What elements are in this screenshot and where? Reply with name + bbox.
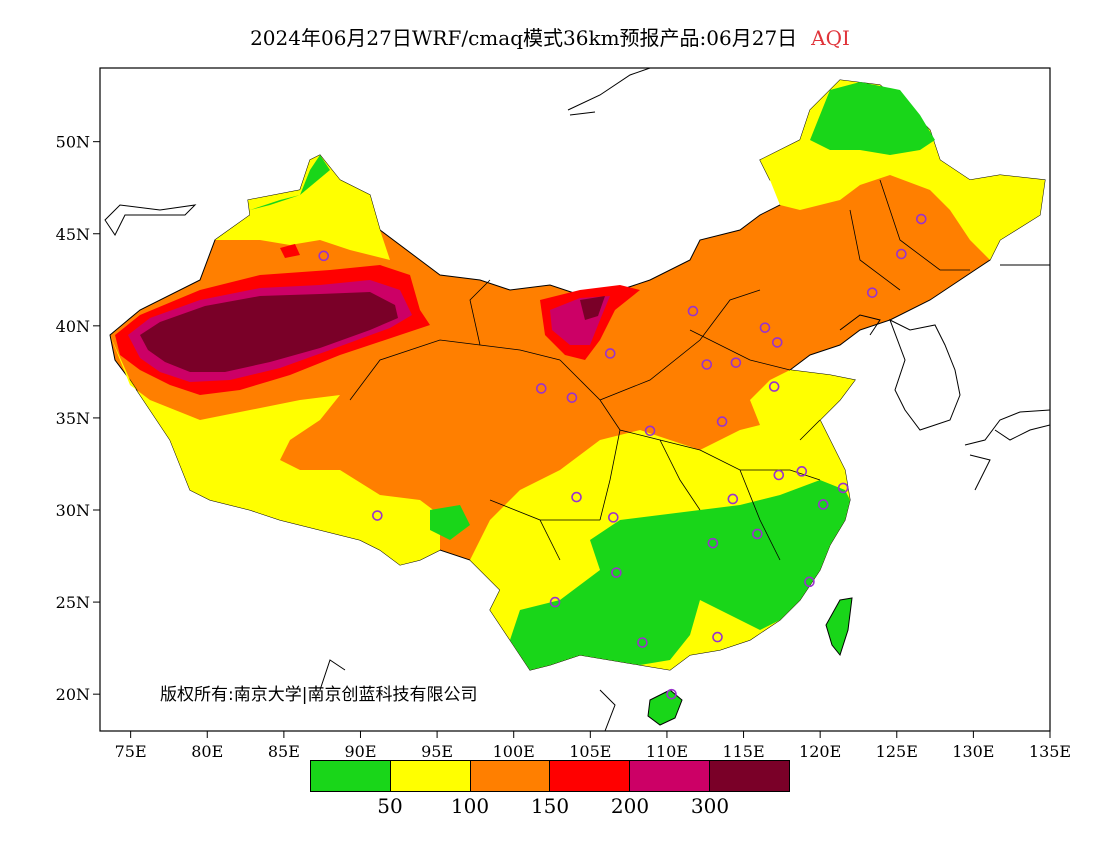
coastline-vietnam [319, 659, 616, 731]
station-marker [318, 250, 330, 262]
map-frame [99, 67, 1051, 732]
map-title: 2024年06月27日WRF/cmaq模式36km预报产品:06月27日 AQI [0, 22, 1100, 51]
legend-label: 200 [610, 794, 650, 818]
station-marker [866, 287, 878, 298]
station-marker [666, 688, 677, 700]
y-tick-label: 35N [56, 409, 90, 428]
x-tick-label: 130E [952, 742, 994, 761]
station-marker [611, 567, 622, 578]
aqi-legend [310, 760, 790, 792]
station-marker [773, 469, 785, 481]
x-tick-label: 125E [876, 742, 918, 761]
y-tick-label: 40N [56, 317, 90, 336]
station-marker [701, 359, 713, 370]
station-marker [566, 392, 578, 403]
station-marker [571, 491, 582, 503]
y-tick-label: 20N [56, 685, 90, 704]
station-marker [771, 337, 783, 348]
legend-swatch-hazardous [710, 761, 789, 791]
y-tick-label: 30N [56, 501, 90, 520]
station-marker [759, 322, 771, 333]
coastline-korea [889, 318, 961, 431]
title-text: 2024年06月27日WRF/cmaq模式36km预报产品:06月27日 [250, 26, 798, 50]
copyright-text: 版权所有:南京大学|南京创蓝科技有限公司 [160, 685, 478, 705]
zone-unhealthy-north [280, 244, 300, 258]
station-marker [752, 528, 763, 540]
coastline-east [839, 264, 1050, 336]
zone-good-west [250, 155, 330, 210]
y-axis: 50N 45N 40N 35N 30N 25N 20N [56, 133, 100, 704]
station-marker [707, 537, 719, 549]
zone-good-tibet [430, 505, 470, 540]
legend-swatch-good [311, 761, 391, 791]
station-marker [817, 499, 829, 510]
x-tick-label: 135E [1029, 742, 1071, 761]
zone-moderate-west [110, 335, 440, 565]
station-marker [549, 596, 561, 608]
station-marker [608, 512, 619, 523]
station-marker [687, 305, 699, 317]
x-tick-label: 115E [722, 742, 764, 761]
legend-label: 50 [377, 794, 403, 818]
station-marker [644, 425, 656, 437]
zone-hazardous-west [140, 292, 398, 372]
x-tick-label: 120E [799, 742, 841, 761]
x-tick-label: 105E [569, 742, 611, 761]
coastline-lake [567, 68, 651, 116]
legend-label: 100 [450, 794, 490, 818]
zone-moderate-north [215, 155, 390, 260]
station-marker [768, 381, 780, 392]
x-tick-label: 110E [646, 742, 688, 761]
y-tick-label: 50N [56, 133, 90, 152]
x-tick-label: 85E [268, 742, 300, 761]
x-tick-label: 95E [421, 742, 453, 761]
station-marker [535, 383, 547, 394]
legend-swatch-very-unhealthy [630, 761, 711, 791]
zone-good-northeast [810, 82, 935, 155]
station-marker [716, 416, 728, 427]
y-tick-label: 25N [56, 593, 90, 612]
station-markers [318, 213, 927, 700]
x-tick-label: 90E [344, 742, 376, 761]
station-marker [372, 510, 383, 521]
coastline-kazakh [104, 204, 197, 236]
station-marker [637, 637, 648, 648]
station-marker [730, 357, 742, 368]
station-marker [796, 466, 808, 477]
taiwan [825, 597, 853, 657]
station-marker [727, 493, 739, 505]
coastline-japan [964, 409, 1050, 491]
title-variable: AQI [811, 26, 850, 50]
x-tick-label: 80E [191, 742, 223, 761]
x-tick-label: 75E [115, 742, 147, 761]
station-marker [804, 576, 815, 588]
station-marker [896, 248, 907, 260]
station-marker [915, 213, 927, 225]
zone-moderate-east [750, 370, 855, 430]
hainan [647, 689, 683, 726]
station-marker [712, 631, 723, 643]
zone-good-south [510, 480, 850, 670]
y-tick-label: 45N [56, 225, 90, 244]
x-tick-label: 100E [493, 742, 535, 761]
x-axis: 75E 80E 85E 90E 95E 100E 105E 110E 115E 120E 125E 1… [115, 731, 1071, 761]
station-marker [837, 482, 849, 494]
legend-swatch-unhealthy [550, 761, 631, 791]
legend-label: 300 [690, 794, 730, 818]
legend-swatch-moderate [390, 761, 471, 791]
legend-label: 150 [530, 794, 570, 818]
zone-hazardous-inner [580, 296, 605, 320]
legend-swatch-unhealthy-sensitive [470, 761, 551, 791]
station-marker [604, 348, 616, 359]
province-borders [349, 179, 970, 561]
